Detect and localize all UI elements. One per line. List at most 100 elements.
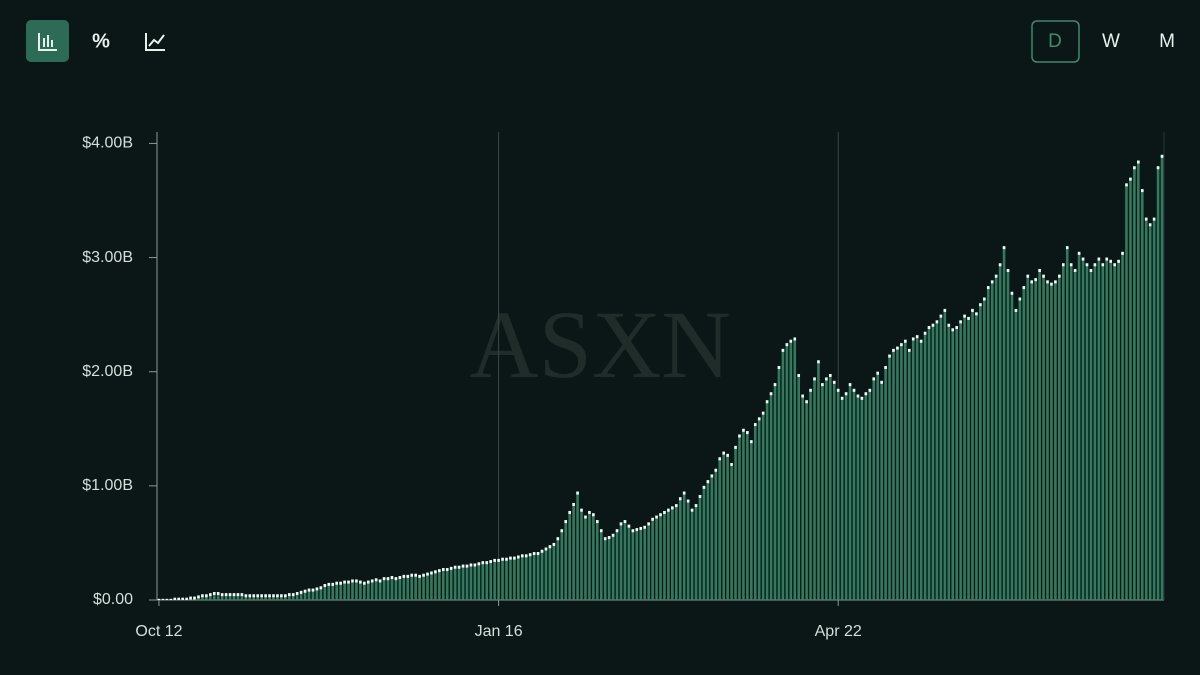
- percent-button[interactable]: %: [92, 30, 110, 52]
- bar: [228, 593, 232, 600]
- bar-cap: [647, 522, 650, 526]
- bar-cap: [931, 323, 935, 327]
- bar: [493, 558, 496, 600]
- bar-cap: [370, 579, 374, 583]
- period-button-active[interactable]: [1031, 20, 1080, 63]
- bar: [876, 371, 879, 600]
- bar-cap: [189, 596, 192, 600]
- bar: [473, 563, 477, 600]
- bar-cap: [319, 586, 323, 590]
- bar: [564, 520, 568, 600]
- bar-cap: [422, 573, 425, 577]
- bar-cap: [892, 348, 895, 352]
- bar-cap: [623, 520, 627, 524]
- bar: [639, 526, 643, 600]
- bar: [955, 326, 958, 600]
- bar: [465, 564, 469, 600]
- bar: [560, 529, 564, 600]
- bar-cap: [1101, 263, 1105, 267]
- toolbar: %: [26, 20, 1080, 63]
- bar: [509, 556, 512, 600]
- bar-cap: [359, 580, 362, 584]
- bar-cap: [832, 380, 836, 384]
- bar-cap: [378, 579, 382, 583]
- bar-cap: [726, 453, 729, 457]
- bar-cap: [738, 434, 741, 438]
- bar: [947, 323, 951, 600]
- bar: [678, 497, 682, 600]
- bar: [1018, 297, 1022, 600]
- period-button[interactable]: M: [1159, 31, 1175, 52]
- bar: [430, 571, 433, 600]
- bar-cap: [382, 577, 386, 581]
- bar-cap: [955, 326, 958, 330]
- bar: [596, 520, 599, 600]
- bar-cap: [442, 568, 445, 572]
- bar: [216, 592, 220, 600]
- bar-cap: [888, 354, 891, 358]
- bar: [426, 572, 429, 600]
- bar: [517, 555, 520, 600]
- bar-cap: [185, 597, 188, 600]
- bar: [730, 463, 733, 600]
- bar: [813, 377, 816, 600]
- bar-cap: [907, 348, 911, 352]
- bar-cap: [876, 371, 879, 375]
- bar: [868, 388, 872, 600]
- line-chart-button[interactable]: [145, 33, 165, 51]
- bar-cap: [335, 581, 338, 585]
- bar-cap: [524, 554, 528, 558]
- bar: [647, 522, 650, 600]
- bar-cap: [489, 560, 492, 564]
- bar: [351, 579, 354, 600]
- bar: [438, 569, 441, 600]
- bar: [576, 491, 579, 600]
- bar-cap: [805, 400, 808, 404]
- bar-cap: [509, 556, 512, 560]
- bar: [986, 286, 990, 600]
- bar-cap: [860, 396, 864, 400]
- bar: [363, 581, 366, 600]
- bar: [757, 417, 761, 600]
- bar-cap: [781, 348, 785, 352]
- bar-cap: [1160, 154, 1164, 158]
- bar-cap: [232, 593, 236, 597]
- bar: [900, 343, 903, 600]
- bar-cap: [517, 555, 520, 559]
- bar-cap: [971, 308, 974, 312]
- bar-cap: [655, 515, 658, 519]
- bar: [848, 383, 852, 600]
- bar-cap: [682, 491, 686, 495]
- bar-cap: [864, 392, 868, 396]
- bar: [457, 565, 461, 600]
- bar-cap: [911, 337, 915, 341]
- bar-cap: [438, 569, 441, 573]
- x-tick-label: Oct 12: [135, 623, 182, 640]
- bar: [224, 593, 228, 600]
- bar: [513, 556, 516, 600]
- bar: [722, 451, 725, 600]
- bar-cap: [216, 592, 220, 596]
- bar: [386, 577, 390, 600]
- bar: [1022, 286, 1026, 600]
- bar-cap: [220, 593, 224, 597]
- bar-cap: [177, 597, 181, 600]
- bar-cap: [1089, 268, 1093, 272]
- bar-cap: [990, 280, 994, 284]
- period-button[interactable]: W: [1102, 31, 1120, 52]
- bar-cap: [430, 571, 433, 575]
- bar: [777, 366, 781, 600]
- bar-icon: [38, 33, 57, 51]
- bar-cap: [809, 388, 812, 392]
- bar: [1117, 259, 1120, 600]
- bar-cap: [1144, 217, 1148, 221]
- bar: [240, 593, 244, 600]
- bar-cap: [596, 520, 599, 524]
- bar: [809, 388, 812, 600]
- bar: [524, 554, 528, 600]
- bar: [209, 593, 212, 600]
- bar: [422, 573, 425, 600]
- period-button[interactable]: D: [1048, 31, 1062, 52]
- bar-cap: [552, 542, 556, 546]
- bar-cap: [1077, 251, 1081, 255]
